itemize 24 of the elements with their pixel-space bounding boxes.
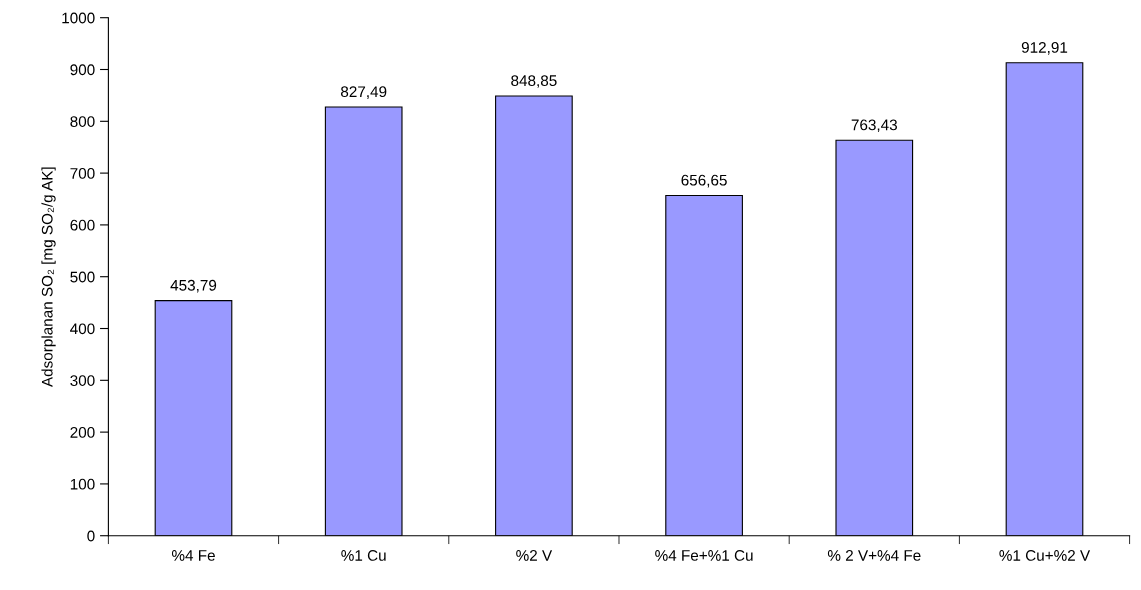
x-tick-label: %1 Cu bbox=[341, 550, 386, 561]
y-axis-title: Adsorplanan SO₂ [mg SO₂/g AK] bbox=[41, 167, 56, 388]
data-label: 763,43 bbox=[851, 119, 897, 133]
y-tick-label: 200 bbox=[70, 426, 95, 438]
y-tick-label: 600 bbox=[70, 219, 95, 231]
y-tick-label: 700 bbox=[70, 167, 95, 179]
data-label: 453,79 bbox=[170, 279, 217, 293]
x-tick-label: % 2 V+%4 Fe bbox=[827, 550, 921, 561]
x-tick-label: %4 Fe bbox=[171, 550, 215, 561]
x-tick-label: %4 Fe+%1 Cu bbox=[655, 550, 753, 561]
y-tick-label: 800 bbox=[70, 116, 95, 127]
y-tick-label: 100 bbox=[70, 478, 95, 490]
data-label: 848,85 bbox=[511, 75, 557, 88]
y-tick-label: 400 bbox=[70, 323, 95, 335]
x-tick-label: %2 V bbox=[516, 550, 553, 561]
y-tick-label: 1000 bbox=[62, 12, 95, 24]
data-label: 656,65 bbox=[681, 174, 727, 188]
y-tick-label: 300 bbox=[70, 375, 95, 386]
y-tick-label: 0 bbox=[87, 530, 95, 542]
data-label: 827,49 bbox=[341, 86, 387, 99]
data-label: 912,91 bbox=[1021, 42, 1068, 55]
y-tick-label: 900 bbox=[70, 64, 95, 76]
y-tick-label: 500 bbox=[70, 271, 95, 283]
x-tick-label: %1 Cu+%2 V bbox=[999, 550, 1091, 561]
